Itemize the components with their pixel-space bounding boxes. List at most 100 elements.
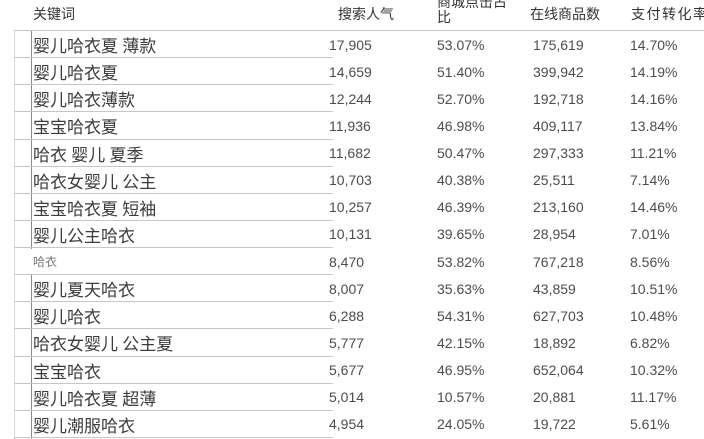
keyword-cell: 宝宝哈衣夏 [33, 118, 118, 138]
table-row[interactable]: 婴儿哈衣夏 薄款 17,905 53.07% 175,619 14.70% [0, 31, 704, 60]
keyword-cell: 婴儿哈衣夏 [33, 64, 118, 84]
mall-click-ratio-cell: 54.31% [437, 307, 485, 324]
keyword-cell: 哈衣女婴儿 公主夏 [33, 335, 174, 355]
search-popularity-cell: 11,682 [329, 145, 371, 162]
search-popularity-cell: 5,777 [329, 334, 365, 351]
payment-conversion-cell: 11.17% [630, 389, 677, 406]
search-popularity-cell: 10,703 [329, 172, 372, 189]
search-popularity-cell: 4,954 [329, 416, 365, 433]
table-row[interactable]: 哈衣 8,470 53.82% 767,218 8.56% [0, 248, 704, 276]
payment-conversion-cell: 11.21% [630, 145, 677, 162]
search-popularity-cell: 10,257 [329, 199, 372, 216]
table-row[interactable]: 婴儿潮服哈衣 4,954 24.05% 19,722 5.61% [0, 410, 704, 439]
online-products-cell: 297,333 [533, 145, 584, 162]
search-popularity-cell: 8,470 [329, 253, 365, 270]
mall-click-ratio-cell: 39.65% [437, 226, 485, 243]
table-row[interactable]: 婴儿哈衣薄款 12,244 52.70% 192,718 14.16% [0, 85, 704, 114]
payment-conversion-cell: 7.14% [630, 172, 670, 189]
online-products-cell: 409,117 [533, 117, 583, 134]
header-search-popularity: 搜索人气 [338, 8, 394, 23]
online-products-cell: 652,064 [533, 362, 584, 379]
online-products-cell: 25,511 [533, 172, 575, 189]
header-online-products: 在线商品数 [530, 8, 600, 23]
online-products-cell: 192,718 [533, 90, 584, 107]
online-products-cell: 767,218 [533, 253, 584, 270]
mall-click-ratio-cell: 53.82% [437, 253, 485, 270]
table-body: 婴儿哈衣夏 薄款 17,905 53.07% 175,619 14.70% 婴儿… [0, 31, 704, 439]
payment-conversion-cell: 10.32% [630, 362, 678, 379]
keyword-cell: 哈衣 [33, 255, 58, 270]
mall-click-ratio-cell: 50.47% [437, 145, 485, 162]
table-row[interactable]: 哈衣 婴儿 夏季 11,682 50.47% 297,333 11.21% [0, 139, 704, 168]
mall-click-ratio-cell: 42.15% [437, 334, 485, 351]
search-popularity-cell: 14,659 [329, 63, 372, 80]
keyword-cell: 哈衣 婴儿 夏季 [33, 145, 144, 165]
search-popularity-cell: 10,131 [329, 226, 372, 243]
mall-click-ratio-cell: 10.57% [437, 389, 485, 406]
online-products-cell: 213,160 [533, 199, 584, 216]
table-row[interactable]: 婴儿夏天哈衣 8,007 35.63% 43,859 10.51% [0, 275, 704, 304]
search-popularity-cell: 5,014 [329, 389, 365, 406]
payment-conversion-cell: 14.19% [630, 63, 678, 80]
payment-conversion-cell: 7.01% [630, 226, 670, 243]
keyword-cell: 婴儿哈衣夏 薄款 [33, 37, 157, 57]
header-payment-conversion: 支付转化率 [631, 8, 704, 23]
online-products-cell: 19,722 [533, 416, 576, 433]
left-gridline [14, 31, 15, 439]
keyword-cell: 婴儿哈衣薄款 [33, 91, 135, 111]
table-row[interactable]: 宝宝哈衣夏 11,936 46.98% 409,117 13.84% [0, 112, 704, 141]
header-keyword: 关键词 [33, 8, 75, 23]
online-products-cell: 399,942 [533, 63, 584, 80]
search-popularity-cell: 6,288 [329, 307, 365, 324]
table-row[interactable]: 宝宝哈衣夏 短袖 10,257 46.39% 213,160 14.46% [0, 193, 704, 223]
mall-click-ratio-cell: 52.70% [437, 90, 485, 107]
table-row[interactable]: 婴儿哈衣 6,288 54.31% 627,703 10.48% [0, 302, 704, 331]
table-header-row: 关键词 搜索人气 商城点击占比 在线商品数 支付转化率 [0, 0, 704, 31]
mall-click-ratio-cell: 46.98% [437, 117, 485, 134]
table-row[interactable]: 婴儿哈衣夏 14,659 51.40% 399,942 14.19% [0, 58, 704, 87]
table-row[interactable]: 宝宝哈衣 5,677 46.95% 652,064 10.32% [0, 356, 704, 385]
payment-conversion-cell: 10.51% [630, 280, 678, 297]
mall-click-ratio-cell: 24.05% [437, 416, 485, 433]
payment-conversion-cell: 14.70% [630, 36, 678, 53]
payment-conversion-cell: 6.82% [630, 334, 670, 351]
mall-click-ratio-cell: 46.95% [437, 362, 485, 379]
mall-click-ratio-cell: 46.39% [437, 199, 485, 216]
keyword-cell: 婴儿哈衣 [33, 308, 101, 328]
keyword-cell: 婴儿公主哈衣 [33, 226, 135, 246]
online-products-cell: 18,892 [533, 334, 576, 351]
payment-conversion-cell: 13.84% [630, 117, 678, 134]
payment-conversion-cell: 14.46% [630, 199, 678, 216]
online-products-cell: 175,619 [533, 36, 584, 53]
keyword-cell: 婴儿哈衣夏 超薄 [33, 389, 157, 409]
mall-click-ratio-cell: 51.40% [437, 63, 485, 80]
table-row[interactable]: 婴儿公主哈衣 10,131 39.65% 28,954 7.01% [0, 220, 704, 250]
mall-click-ratio-cell: 40.38% [437, 172, 485, 189]
payment-conversion-cell: 10.48% [630, 307, 678, 324]
search-popularity-cell: 12,244 [329, 90, 372, 107]
mall-click-ratio-cell: 53.07% [437, 36, 485, 53]
keyword-cell: 宝宝哈衣夏 短袖 [33, 199, 157, 219]
search-popularity-cell: 5,677 [329, 362, 365, 379]
keyword-cell: 婴儿夏天哈衣 [33, 281, 135, 301]
table-row[interactable]: 哈衣女婴儿 公主夏 5,777 42.15% 18,892 6.82% [0, 329, 704, 358]
online-products-cell: 20,881 [533, 389, 576, 406]
partial-next-row [0, 437, 704, 439]
search-popularity-cell: 11,936 [329, 117, 371, 134]
keyword-cell: 宝宝哈衣 [33, 362, 101, 382]
online-products-cell: 28,954 [533, 226, 576, 243]
header-mall-click-ratio: 商城点击占比 [437, 0, 507, 26]
search-popularity-cell: 17,905 [329, 36, 372, 53]
payment-conversion-cell: 8.56% [630, 253, 670, 270]
payment-conversion-cell: 5.61% [630, 416, 670, 433]
table-row[interactable]: 婴儿哈衣夏 超薄 5,014 10.57% 20,881 11.17% [0, 383, 704, 412]
keyword-cell: 哈衣女婴儿 公主 [33, 172, 157, 192]
search-popularity-cell: 8,007 [329, 280, 365, 297]
table-row[interactable]: 哈衣女婴儿 公主 10,703 40.38% 25,511 7.14% [0, 166, 704, 195]
online-products-cell: 627,703 [533, 307, 584, 324]
keyword-cell: 婴儿潮服哈衣 [33, 416, 135, 436]
mall-click-ratio-cell: 35.63% [437, 280, 485, 297]
online-products-cell: 43,859 [533, 280, 576, 297]
payment-conversion-cell: 14.16% [630, 90, 678, 107]
